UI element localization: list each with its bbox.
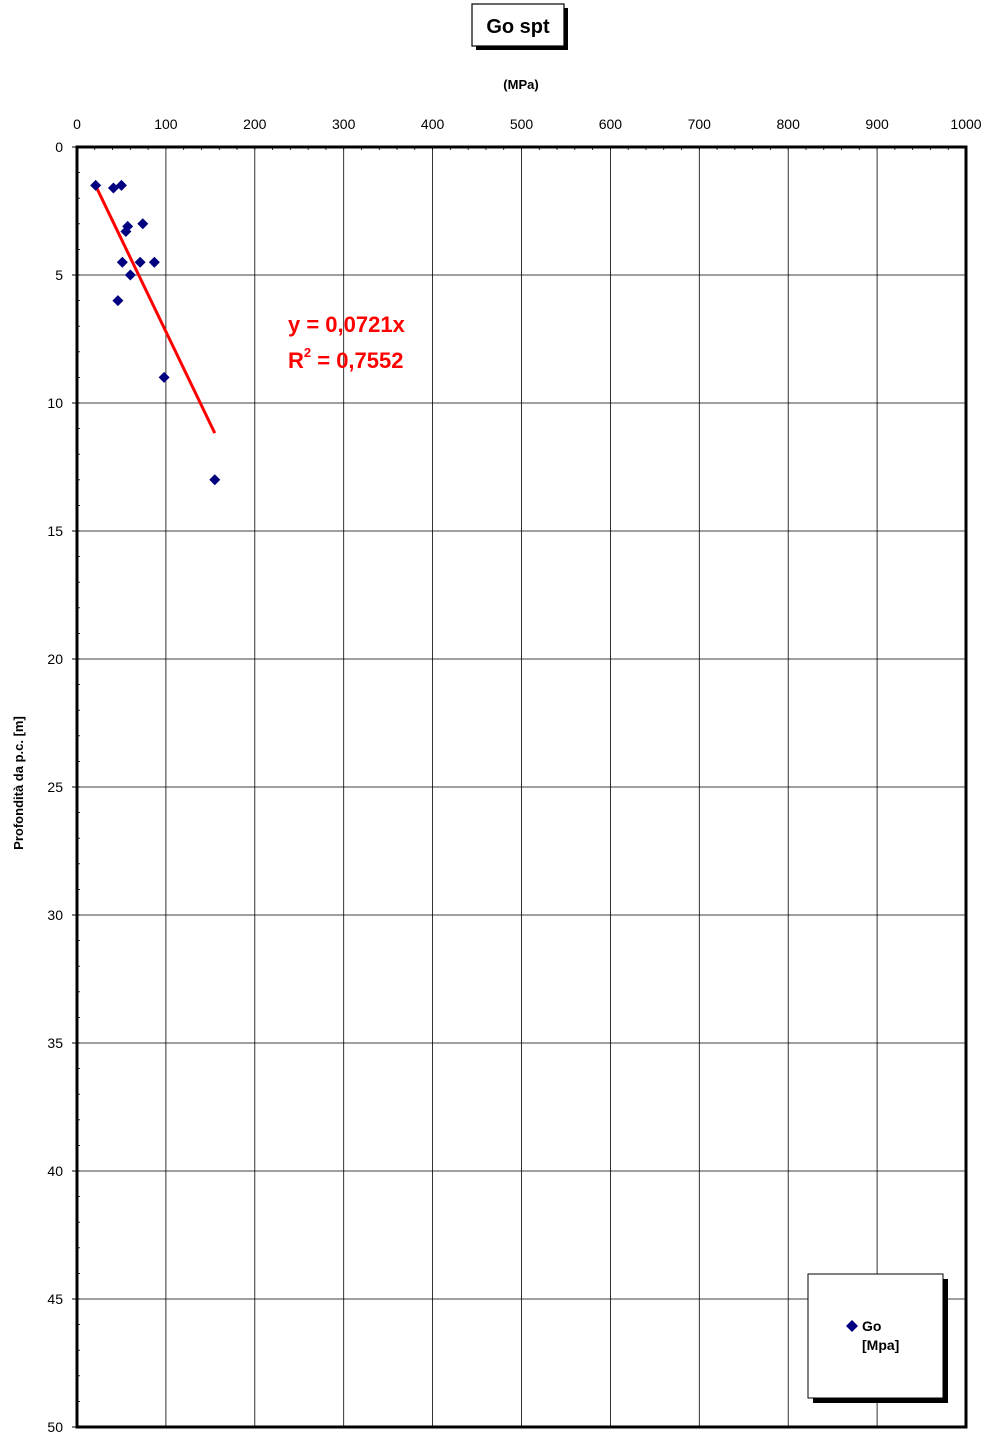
y-tick-label: 25 (47, 779, 63, 795)
chart-title: Go spt (486, 16, 550, 38)
data-point (116, 256, 128, 268)
y-tick-label: 35 (47, 1035, 63, 1051)
legend-label-line1: Go (862, 1318, 881, 1334)
y-axis-title: Profondità da p.c. [m] (11, 716, 26, 850)
trendline-equation: y = 0,0721x R2 = 0,7552 (288, 312, 406, 373)
data-point (124, 269, 136, 281)
gridlines (72, 146, 967, 1428)
x-tick-label: 700 (688, 116, 712, 132)
y-tick-label: 5 (55, 267, 63, 283)
y-tick-label: 45 (47, 1291, 63, 1307)
chart-title-box: Go spt (471, 3, 568, 50)
trendline (94, 185, 217, 434)
y-tick-label: 0 (55, 139, 63, 155)
legend-diamond-marker (846, 1320, 858, 1332)
x-tick-label: 500 (510, 116, 534, 132)
x-tick-label: 900 (865, 116, 889, 132)
plot-area-border (75, 145, 968, 1429)
plot-frame (75, 145, 968, 1429)
x-tick-label: 400 (421, 116, 445, 132)
y-tick-label: 50 (47, 1419, 63, 1435)
y-tick-label: 15 (47, 523, 63, 539)
data-point (134, 256, 146, 268)
y-tick-label: 40 (47, 1163, 63, 1179)
x-tick-label: 0 (73, 116, 81, 132)
data-points (90, 179, 221, 486)
y-tick-label: 30 (47, 907, 63, 923)
data-point (158, 371, 170, 383)
legend-label-line2: [Mpa] (862, 1337, 899, 1353)
trendline-layer (94, 185, 217, 434)
x-tick-label: 200 (243, 116, 267, 132)
data-point (90, 179, 102, 191)
x-axis-title: (MPa) (503, 77, 538, 92)
trendline-equation-text: y = 0,0721x (288, 312, 406, 337)
x-tick-label: 1000 (950, 116, 981, 132)
data-point (209, 474, 221, 486)
y-tick-label: 20 (47, 651, 63, 667)
legend: Go [Mpa] (807, 1273, 948, 1403)
trendline-r2-text: R2 = 0,7552 (288, 345, 404, 373)
data-point (112, 295, 124, 307)
y-tick-label: 10 (47, 395, 63, 411)
x-tick-label: 100 (154, 116, 178, 132)
x-tick-label: 800 (777, 116, 801, 132)
data-point (115, 179, 127, 191)
data-point (148, 256, 160, 268)
data-point (120, 225, 132, 237)
data-point (137, 218, 149, 230)
x-tick-label: 300 (332, 116, 356, 132)
x-tick-label: 600 (599, 116, 623, 132)
axis-ticks: 0 100 200 300 400 500 600 700 800 900 1000 0 5 10 15 20… (47, 116, 981, 1435)
